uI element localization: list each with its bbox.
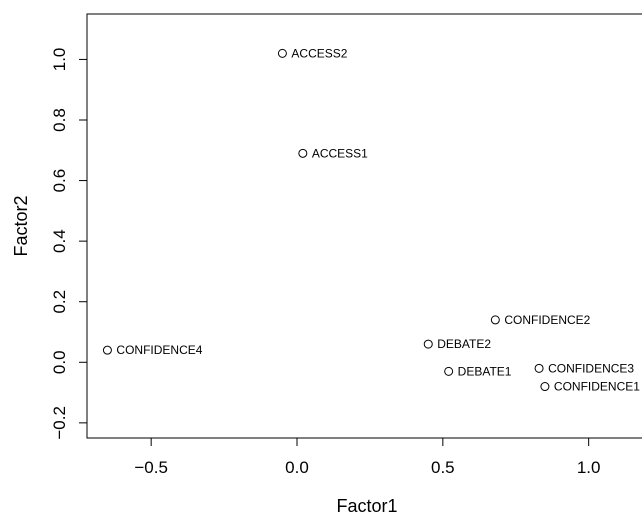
point-label: CONFIDENCE4 xyxy=(116,343,202,357)
data-point xyxy=(277,48,287,58)
x-tick-label: −0.5 xyxy=(134,458,168,477)
data-point xyxy=(298,148,308,158)
x-axis-label: Factor1 xyxy=(336,496,397,516)
y-tick-label: 0.2 xyxy=(50,290,69,314)
y-tick-label: 1.0 xyxy=(50,48,69,72)
data-point xyxy=(490,315,500,325)
point-label: CONFIDENCE3 xyxy=(548,361,634,375)
point-label: DEBATE2 xyxy=(437,337,491,351)
x-tick-label: 0.0 xyxy=(285,458,309,477)
x-tick-label: 1.0 xyxy=(577,458,601,477)
data-point xyxy=(534,363,544,373)
y-tick-label: 0.4 xyxy=(50,229,69,253)
data-point xyxy=(444,366,454,376)
y-tick-label: 0.6 xyxy=(50,169,69,193)
point-label: CONFIDENCE2 xyxy=(504,313,590,327)
data-point xyxy=(102,345,112,355)
y-axis-label: Factor2 xyxy=(11,195,31,256)
y-tick-label: 0.8 xyxy=(50,108,69,132)
x-tick-label: 0.5 xyxy=(431,458,455,477)
point-label: ACCESS1 xyxy=(312,146,368,160)
point-label: DEBATE1 xyxy=(458,364,512,378)
data-point xyxy=(540,382,550,392)
y-axis: −0.2 0.0 0.2 0.4 0.6 0.8 1.0 xyxy=(50,48,88,440)
x-axis: −0.5 0.0 0.5 1.0 xyxy=(134,437,601,477)
point-label: ACCESS2 xyxy=(291,46,347,60)
y-tick-label: −0.2 xyxy=(50,406,69,440)
data-points: ACCESS2 ACCESS1 CONFIDENCE2 DEBATE2 CONFIDEN… xyxy=(102,46,640,394)
point-label: CONFIDENCE1 xyxy=(554,380,640,394)
y-tick-label: 0.0 xyxy=(50,350,69,374)
data-point xyxy=(423,339,433,349)
